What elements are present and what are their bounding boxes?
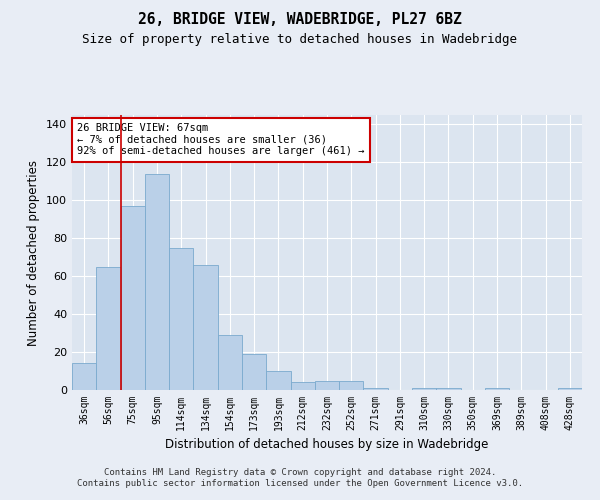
Bar	[96, 266, 121, 390]
Bar	[266, 371, 290, 390]
Bar	[412, 388, 436, 390]
Bar	[242, 354, 266, 390]
Bar	[290, 382, 315, 390]
Bar	[339, 380, 364, 390]
Bar	[193, 265, 218, 390]
Bar	[436, 388, 461, 390]
Bar	[169, 248, 193, 390]
X-axis label: Distribution of detached houses by size in Wadebridge: Distribution of detached houses by size …	[166, 438, 488, 452]
Bar	[218, 335, 242, 390]
Y-axis label: Number of detached properties: Number of detached properties	[28, 160, 40, 346]
Bar	[315, 380, 339, 390]
Bar	[72, 364, 96, 390]
Bar	[364, 388, 388, 390]
Bar	[485, 388, 509, 390]
Text: Size of property relative to detached houses in Wadebridge: Size of property relative to detached ho…	[83, 32, 517, 46]
Text: Contains HM Land Registry data © Crown copyright and database right 2024.
Contai: Contains HM Land Registry data © Crown c…	[77, 468, 523, 487]
Bar	[121, 206, 145, 390]
Bar	[558, 388, 582, 390]
Text: 26, BRIDGE VIEW, WADEBRIDGE, PL27 6BZ: 26, BRIDGE VIEW, WADEBRIDGE, PL27 6BZ	[138, 12, 462, 28]
Bar	[145, 174, 169, 390]
Text: 26 BRIDGE VIEW: 67sqm
← 7% of detached houses are smaller (36)
92% of semi-detac: 26 BRIDGE VIEW: 67sqm ← 7% of detached h…	[77, 123, 365, 156]
